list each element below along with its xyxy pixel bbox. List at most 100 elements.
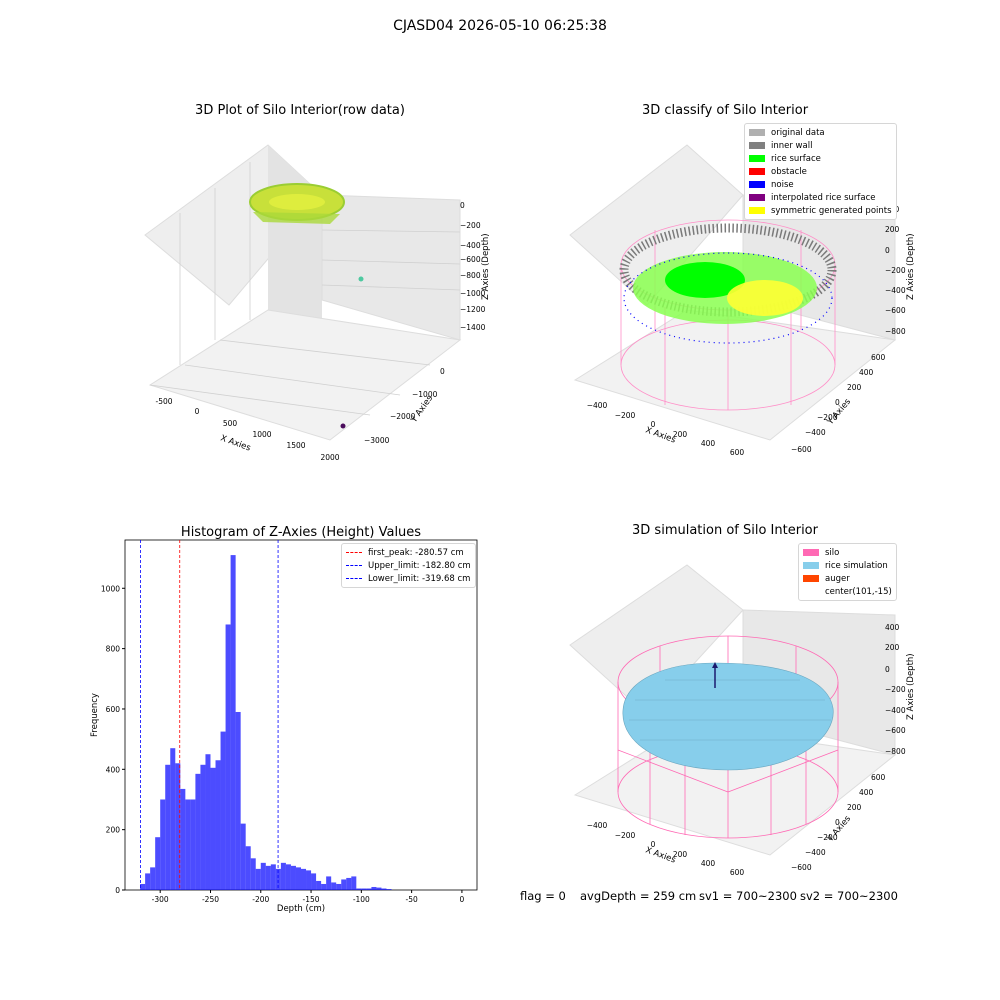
histogram-bar bbox=[250, 858, 256, 890]
classify-xtick: −200 bbox=[615, 411, 636, 420]
raw-xtick: -500 bbox=[155, 397, 172, 406]
simulation-xtick: 600 bbox=[730, 868, 745, 877]
histogram-legend: first_peak: -280.57 cm Upper_limit: -182… bbox=[341, 543, 476, 588]
classify-xtick: −400 bbox=[587, 401, 608, 410]
histogram-bar bbox=[260, 862, 266, 890]
histogram-bar bbox=[326, 876, 332, 890]
x-tick-label: -300 bbox=[152, 895, 169, 904]
raw-xtick: 2000 bbox=[320, 453, 339, 462]
histogram-bar bbox=[215, 760, 221, 890]
classify-xtick: 200 bbox=[673, 430, 688, 439]
x-tick-label: -100 bbox=[353, 895, 370, 904]
histogram-bar bbox=[220, 731, 226, 890]
histogram-bar bbox=[280, 862, 286, 890]
histogram-bar bbox=[245, 846, 251, 890]
classify-ztick: −200 bbox=[885, 266, 906, 275]
legend-item: noise bbox=[749, 178, 892, 191]
histogram-bar bbox=[371, 886, 377, 890]
raw-ytick: 0 bbox=[440, 367, 445, 376]
legend-swatch bbox=[803, 575, 819, 582]
classify-xtick: 600 bbox=[730, 448, 745, 457]
legend-swatch bbox=[803, 562, 819, 569]
histogram-bar bbox=[170, 748, 176, 890]
classify-xlabel: X Axies bbox=[644, 425, 677, 445]
histogram-bar bbox=[160, 799, 166, 890]
noise-points bbox=[623, 252, 833, 344]
raw-ytick: −2000 bbox=[390, 412, 416, 421]
classify-ytick: 200 bbox=[847, 383, 862, 392]
histogram-bar bbox=[185, 799, 191, 890]
classify-ytick: 600 bbox=[871, 353, 886, 362]
histogram-bar bbox=[316, 880, 322, 890]
raw-ytick: −1000 bbox=[412, 390, 438, 399]
raw-ztick: −1000 bbox=[460, 289, 486, 298]
legend-line bbox=[346, 578, 362, 579]
footer-sv2: sv2 = 700~2300 bbox=[800, 889, 898, 903]
histogram-bar bbox=[165, 764, 171, 890]
classify-ytick: −600 bbox=[791, 445, 812, 454]
legend-swatch bbox=[749, 181, 765, 188]
figure-suptitle: CJASD04 2026-05-10 06:25:38 bbox=[393, 18, 607, 34]
rice-simulation-surface bbox=[622, 662, 834, 771]
legend-swatch bbox=[749, 207, 765, 214]
histogram-chart: Histogram of Z-Axies (Height) Values -30… bbox=[90, 525, 478, 914]
histogram-bar bbox=[311, 873, 317, 890]
histogram-bar bbox=[265, 865, 271, 890]
classify-ytick: 400 bbox=[859, 368, 874, 377]
x-tick-label: -50 bbox=[406, 895, 418, 904]
legend-item: center(101,-15) bbox=[803, 585, 892, 598]
legend-item: silo bbox=[803, 546, 892, 559]
simulation-xtick: 200 bbox=[673, 850, 688, 859]
simulation-xtick: −400 bbox=[587, 821, 608, 830]
classify-ztick: 0 bbox=[885, 246, 890, 255]
simulation-ztick: 0 bbox=[885, 665, 890, 674]
footer-sv1: sv1 = 700~2300 bbox=[699, 889, 797, 903]
histogram-bar bbox=[175, 763, 181, 890]
histogram-vlines bbox=[140, 540, 279, 890]
histogram-bar bbox=[270, 864, 276, 890]
raw-outlier-teal bbox=[358, 276, 364, 282]
simulation-ztick: −200 bbox=[885, 685, 906, 694]
simulation-ytick: 600 bbox=[871, 773, 886, 782]
x-tick-label: -250 bbox=[202, 895, 219, 904]
raw-ztick: 0 bbox=[460, 201, 465, 210]
symmetric-generated-points bbox=[727, 280, 803, 316]
histogram-ylabel: Frequency bbox=[90, 693, 100, 737]
histogram-bar bbox=[255, 868, 261, 890]
center-marker bbox=[712, 662, 718, 668]
y-tick-label: 800 bbox=[106, 645, 121, 654]
y-tick-label: 1000 bbox=[101, 584, 120, 593]
simulation-ztick: −400 bbox=[885, 706, 906, 715]
x-tick-label: -200 bbox=[252, 895, 269, 904]
histogram-bar bbox=[386, 889, 392, 890]
histogram-bar bbox=[341, 879, 347, 890]
histogram-bar bbox=[366, 888, 372, 890]
histogram-bar bbox=[351, 876, 357, 890]
histogram-bar bbox=[356, 888, 362, 890]
classify-zlabel: Z Axies (Depth) bbox=[906, 233, 916, 300]
simulation-ztick: 200 bbox=[885, 643, 900, 652]
simulation-xlabel: X Axies bbox=[644, 845, 677, 865]
y-tick-label: 600 bbox=[106, 705, 121, 714]
histogram-bar bbox=[230, 555, 236, 890]
classify-ytick: 0 bbox=[835, 398, 840, 407]
classify-ztick: −800 bbox=[885, 327, 906, 336]
simulation-xtick: 0 bbox=[651, 840, 656, 849]
histogram-bar bbox=[301, 868, 307, 890]
x-tick-label: 0 bbox=[460, 895, 465, 904]
inner-wall-points bbox=[619, 223, 837, 317]
classify-ztick: 200 bbox=[885, 225, 900, 234]
raw-xtick: 1000 bbox=[252, 430, 271, 439]
simulation-ytick: −200 bbox=[817, 833, 838, 842]
simulation-3d-axes: −400 −200 0 200 400 600 600 400 200 0 −2… bbox=[569, 564, 916, 877]
classify-xtick: 400 bbox=[701, 439, 716, 448]
legend-swatch bbox=[749, 194, 765, 201]
histogram-bar bbox=[331, 882, 337, 890]
legend-swatch bbox=[749, 129, 765, 136]
raw-3d-axes: -500 0 500 1000 1500 2000 0 −1000 −2000 … bbox=[144, 144, 491, 462]
legend-item: Lower_limit: -319.68 cm bbox=[346, 572, 471, 585]
legend-line bbox=[346, 552, 362, 553]
simulation-legend: silo rice simulation auger center(101,-1… bbox=[798, 543, 897, 601]
y-tick-label: 400 bbox=[106, 765, 121, 774]
classify-ztick: −600 bbox=[885, 306, 906, 315]
